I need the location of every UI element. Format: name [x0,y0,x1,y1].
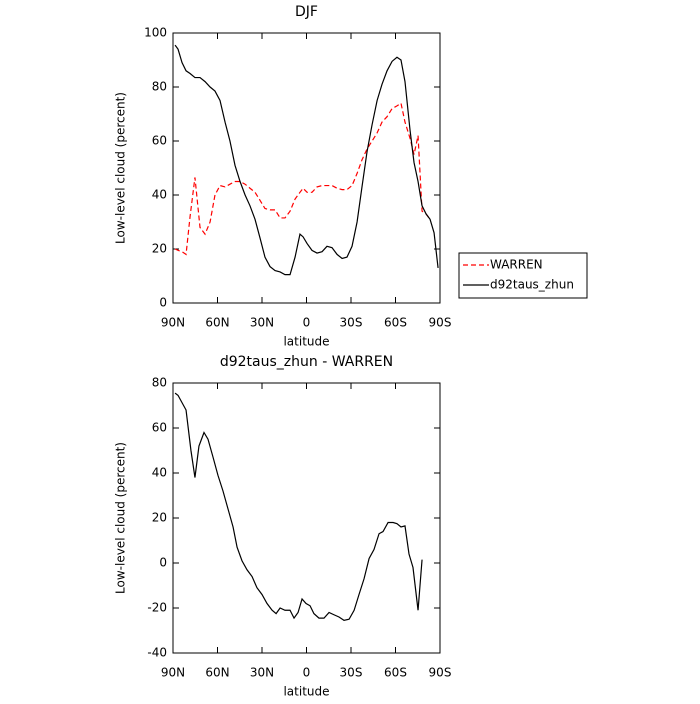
data-line [174,392,423,622]
y-tick-label: 0 [159,296,167,310]
x-tick-label: 30N [250,316,274,330]
y-tick-label: 80 [152,376,167,390]
y-tick-label: -40 [147,646,167,660]
y-axis-title: Low-level cloud (percent) [114,442,128,594]
x-tick-label: 60N [205,316,229,330]
y-tick-label: 80 [152,80,167,94]
x-axis-title: latitude [283,685,329,699]
x-tick-label: 90S [429,316,452,330]
data-line [174,102,431,256]
y-axis-title: Low-level cloud (percent) [114,92,128,244]
x-tick-label: 90N [161,666,185,680]
x-tick-label: 30N [250,666,274,680]
x-tick-label: 30S [340,666,363,680]
plot-frame [172,32,441,304]
x-tick-label: 0 [303,666,311,680]
legend-box [458,252,588,299]
chart-title: DJF [295,4,318,20]
y-tick-label: -20 [147,601,167,615]
x-tick-label: 60S [384,316,407,330]
y-tick-label: 40 [152,466,167,480]
y-tick-label: 20 [152,511,167,525]
x-axis-title: latitude [283,335,329,349]
x-tick-label: 0 [303,316,311,330]
x-tick-label: 60N [205,666,229,680]
y-tick-label: 40 [152,188,167,202]
x-tick-label: 90N [161,316,185,330]
legend-label: d92taus_zhun [490,278,574,292]
y-tick-label: 0 [159,556,167,570]
x-tick-label: 60S [384,666,407,680]
plot-frame [172,382,441,654]
legend-label: WARREN [490,258,543,272]
y-tick-label: 60 [152,134,167,148]
data-line [174,44,439,276]
x-tick-label: 90S [429,666,452,680]
x-tick-label: 30S [340,316,363,330]
y-tick-label: 60 [152,421,167,435]
y-tick-label: 20 [152,242,167,256]
chart-title: d92taus_zhun - WARREN [220,354,393,370]
y-tick-label: 100 [144,26,167,40]
